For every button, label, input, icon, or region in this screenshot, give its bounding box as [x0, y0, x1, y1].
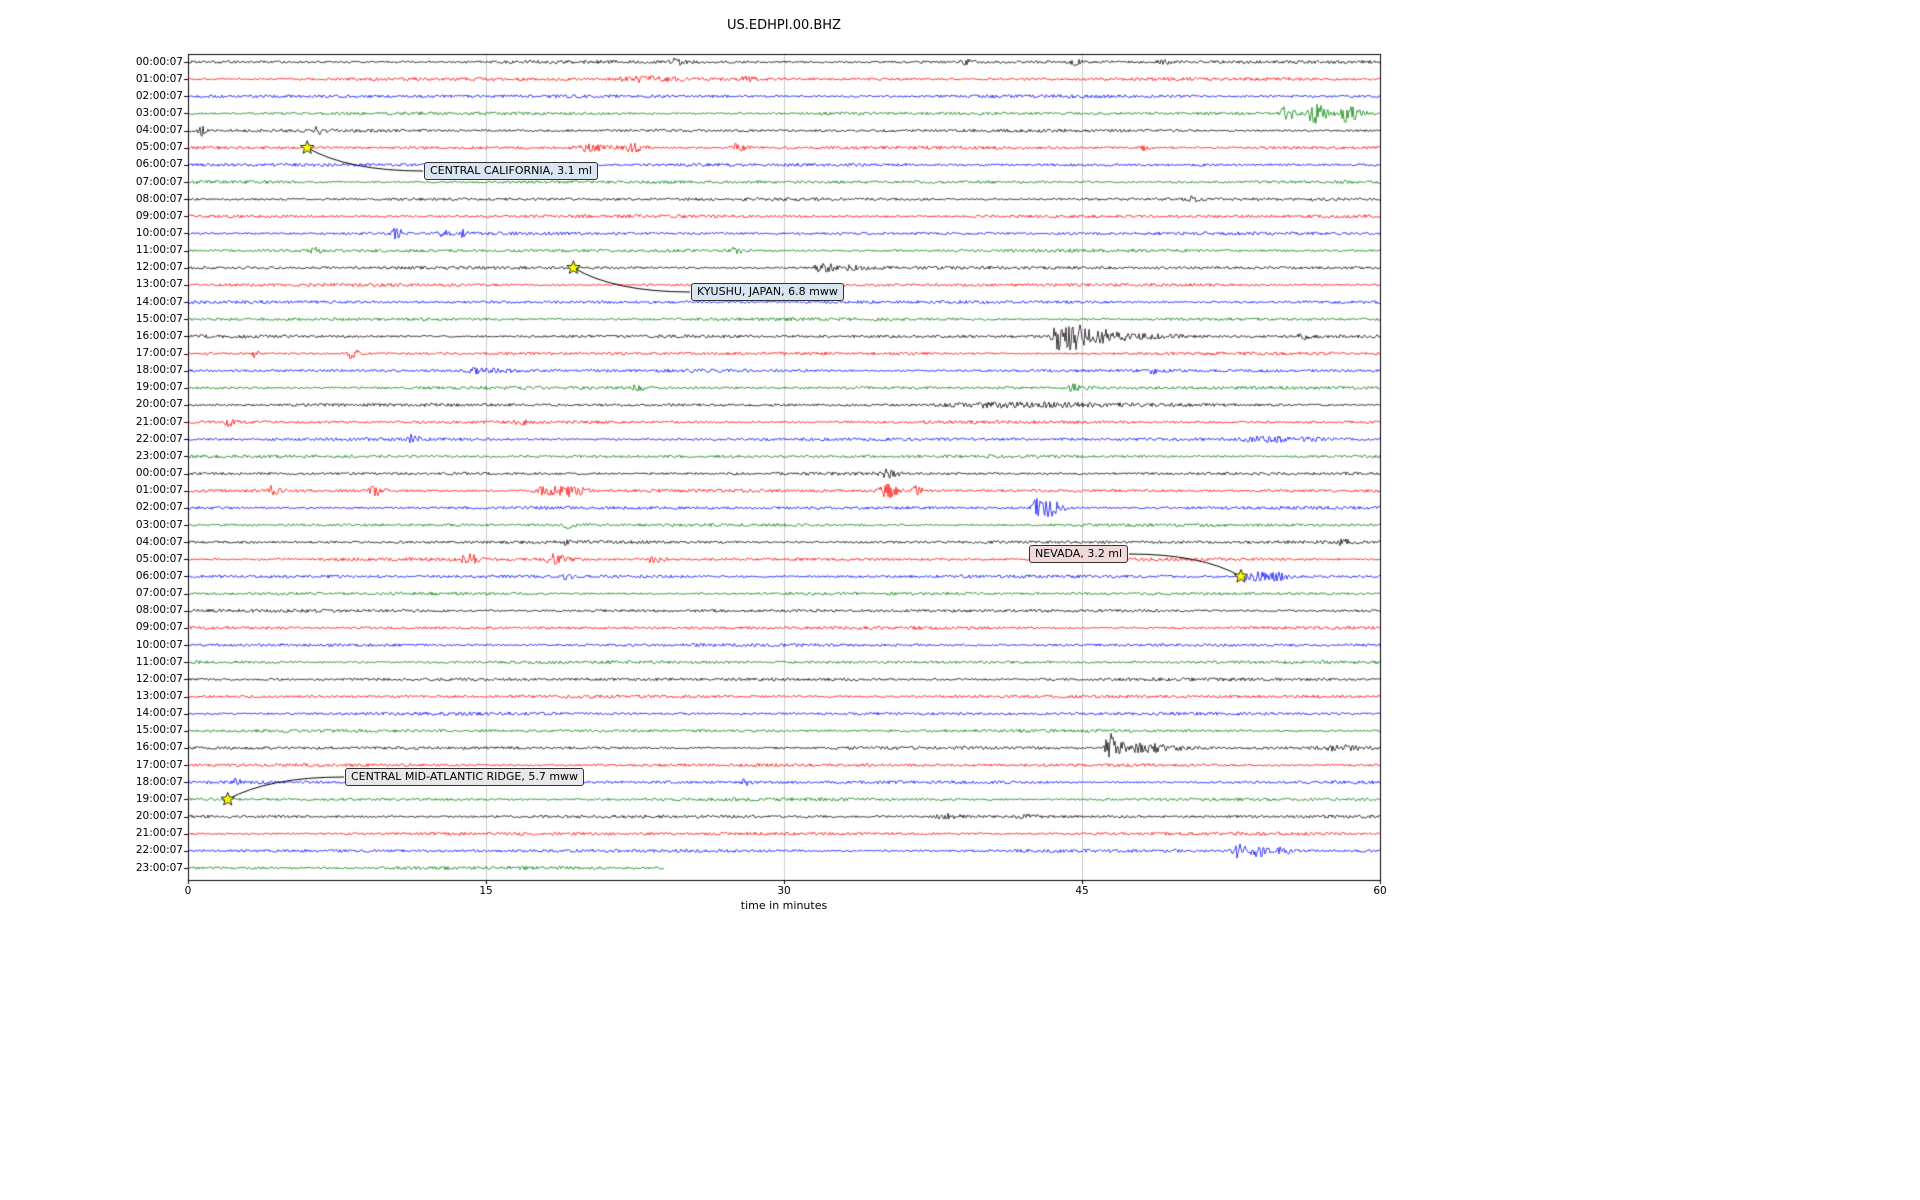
row-label: 20:00:07	[135, 810, 183, 823]
row-label: 07:00:07	[135, 175, 183, 188]
row-label: 02:00:07	[135, 89, 183, 102]
row-label: 13:00:07	[135, 690, 183, 702]
row-label: 10:00:07	[135, 226, 183, 239]
row-label: 07:00:07	[135, 587, 183, 600]
row-label: 11:00:07	[135, 244, 183, 257]
event-label: CENTRAL MID-ATLANTIC RIDGE, 5.7 mww	[345, 768, 585, 786]
row-label: 14:00:07	[135, 707, 183, 720]
row-label: 19:00:07	[135, 792, 183, 805]
row-label: 06:00:07	[135, 158, 183, 171]
row-label: 18:00:07	[135, 775, 183, 788]
row-label: 12:00:07	[135, 261, 183, 274]
row-label: 21:00:07	[135, 827, 183, 840]
row-label: 03:00:07	[135, 106, 183, 119]
row-label: 04:00:07	[135, 124, 183, 137]
row-label: 05:00:07	[135, 141, 183, 154]
row-label: 22:00:07	[135, 844, 183, 857]
row-label: 22:00:07	[135, 432, 183, 445]
row-label: 23:00:07	[135, 449, 183, 462]
row-label: 19:00:07	[135, 381, 183, 394]
chart-title: US.EDHPI.00.BHZ	[727, 18, 841, 33]
row-label: 01:00:07	[135, 484, 183, 497]
row-label: 14:00:07	[135, 295, 183, 308]
event-label: NEVADA, 3.2 ml	[1029, 545, 1129, 563]
row-label: 06:00:07	[135, 569, 183, 582]
row-label: 17:00:07	[135, 758, 183, 771]
row-label: 21:00:07	[135, 415, 183, 428]
row-label: 02:00:07	[135, 501, 183, 514]
x-tick-label: 30	[777, 885, 791, 897]
row-label: 09:00:07	[135, 209, 183, 222]
row-label: 13:00:07	[135, 278, 183, 291]
row-label: 05:00:07	[135, 552, 183, 565]
row-label: 12:00:07	[135, 672, 183, 685]
x-axis-label: time in minutes	[740, 899, 828, 912]
row-label: 16:00:07	[135, 329, 183, 342]
x-tick-label: 15	[479, 885, 493, 897]
row-label: 04:00:07	[135, 535, 183, 548]
row-label: 23:00:07	[135, 861, 183, 874]
row-label: 15:00:07	[135, 724, 183, 737]
row-label: 00:00:07	[135, 467, 183, 480]
x-tick-label: 45	[1075, 885, 1089, 897]
row-label: 20:00:07	[135, 398, 183, 411]
row-label: 08:00:07	[135, 604, 183, 617]
row-label: 01:00:07	[135, 72, 183, 85]
row-label: 03:00:07	[135, 518, 183, 531]
event-label: CENTRAL CALIFORNIA, 3.1 ml	[424, 162, 598, 180]
row-label: 11:00:07	[135, 655, 183, 668]
row-label: 18:00:07	[135, 364, 183, 377]
x-tick-label: 60	[1373, 885, 1387, 897]
row-label: 10:00:07	[135, 638, 183, 651]
row-label: 16:00:07	[135, 741, 183, 754]
event-label: KYUSHU, JAPAN, 6.8 mww	[691, 283, 844, 301]
row-label: 17:00:07	[135, 347, 183, 360]
row-label: 09:00:07	[135, 621, 183, 634]
x-tick-label: 0	[184, 885, 192, 897]
row-label: 08:00:07	[135, 192, 183, 205]
row-label: 15:00:07	[135, 312, 183, 325]
row-label: 00:00:07	[135, 55, 183, 68]
